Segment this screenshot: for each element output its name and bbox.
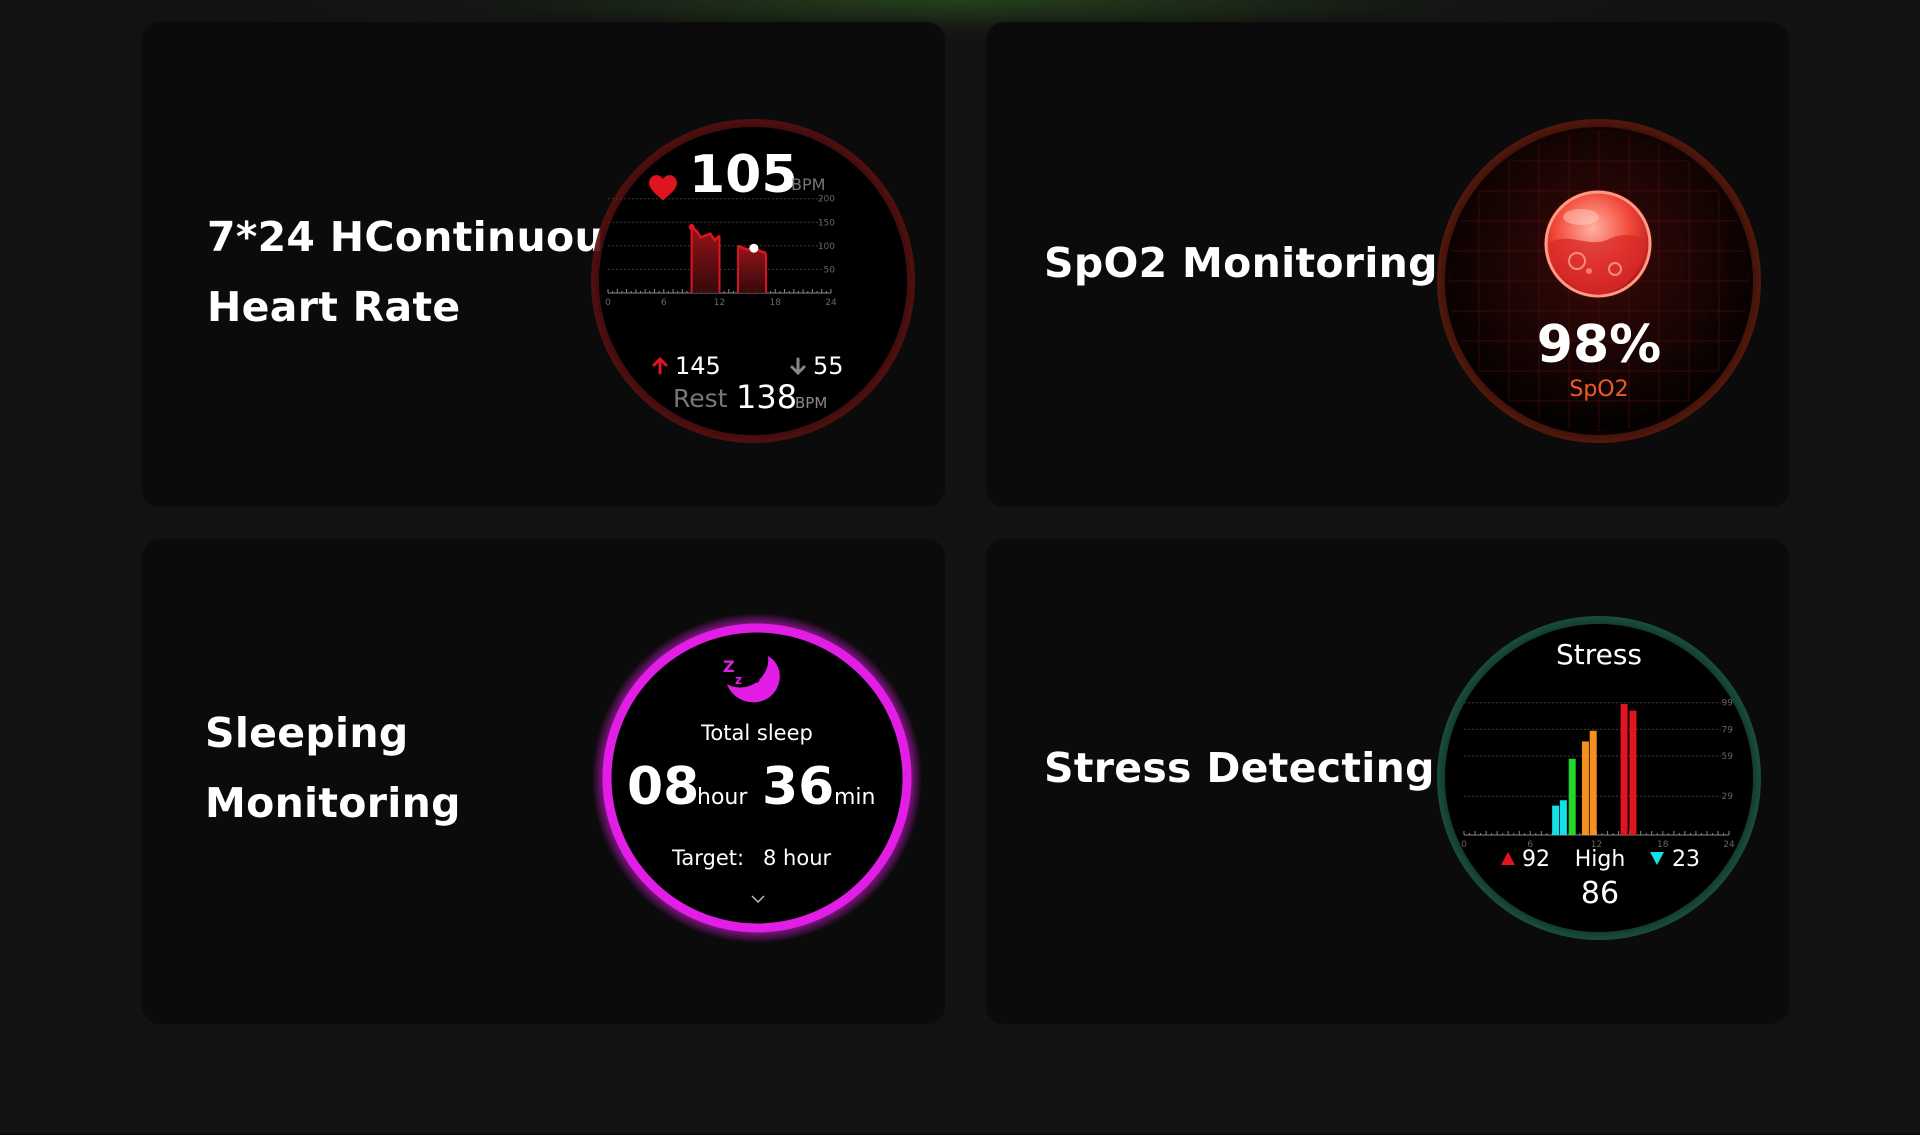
heart-rate-line [690,226,721,243]
y-tick-label: 50 [824,265,836,275]
x-tick-label: 6 [1527,840,1533,850]
heart-rate-area [738,245,766,293]
x-tick-label: 0 [605,298,611,308]
arrow-down-icon [790,357,806,376]
stress-heading: Stress [1556,638,1642,671]
sleep-title-line1: Sleeping [205,709,409,757]
heart-rate-title-line2: Heart Rate [207,283,461,331]
heart-rate-area [691,227,720,293]
sleep-hours-unit: hour [697,785,748,810]
y-tick-label: 99 [1722,699,1734,709]
sleep-target-label: Target: [671,846,744,870]
stress-max-value: 92 [1522,847,1550,872]
arrow-up-icon [652,356,668,375]
heart-rate-chart: 50 100 150 200 0 6 12 18 24 [605,195,837,308]
spo2-value: 98% [1537,315,1661,375]
sleep-title: Sleeping Monitoring [205,698,461,838]
triangle-down-icon [1650,852,1664,865]
stress-card: Stress Detecting Stress 29 59 79 99 0 6 12 18 24… [986,539,1789,1024]
stress-bar [1568,758,1576,835]
rest-value: 138 [736,378,797,416]
heart-icon [649,175,677,201]
y-tick-label: 59 [1722,752,1734,762]
heart-rate-value: 105 [689,145,798,205]
moon-sleep-icon: Z z [723,656,780,703]
watch-face [607,628,907,928]
heart-rate-card: 7*24 HContinuous Heart Rate 105 BPM 50 [142,22,945,507]
sleep-title-line2: Monitoring [205,779,461,827]
x-tick-label: 12 [1591,840,1602,850]
max-marker [688,224,695,230]
stress-title-text: Stress Detecting [1044,744,1435,792]
y-tick-label: 100 [818,242,835,252]
rest-unit: BPM [795,394,827,412]
rest-label: Rest [673,384,728,413]
y-tick-label: 79 [1722,725,1734,735]
blood-drop-icon [1543,189,1653,299]
y-tick-label: 200 [818,195,835,205]
stress-title: Stress Detecting [1044,733,1435,803]
chevron-down-icon[interactable] [751,895,765,904]
stress-bar [1589,730,1597,835]
sleep-watch: Z z Total sleep 08 hour 36 min Target: 8… [592,613,922,943]
stress-bar [1552,805,1560,835]
heart-rate-title: 7*24 HContinuous Heart Rate [207,202,629,342]
triangle-up-icon [1501,852,1515,865]
x-tick-label: 24 [1723,840,1735,850]
spo2-label: SpO2 [1569,377,1628,402]
stress-min-value: 23 [1672,847,1700,872]
x-tick-label: 24 [825,298,837,308]
x-tick-label: 18 [770,298,782,308]
stress-bar [1620,704,1628,835]
spo2-title-text: SpO2 Monitoring [1044,239,1438,287]
svg-text:z: z [735,673,742,687]
stress-bar [1559,800,1567,835]
spo2-title: SpO2 Monitoring [1044,228,1438,298]
stress-bar [1581,741,1589,835]
watch-face [1445,624,1753,932]
heart-rate-unit: BPM [791,175,825,194]
sleep-minutes-value: 36 [762,757,834,817]
y-tick-label: 29 [1722,792,1734,802]
stress-chart: 29 59 79 99 0 6 12 18 24 [1461,699,1735,850]
page-bottom-edge [0,1133,1920,1135]
x-tick-label: 12 [714,298,725,308]
x-tick-label: 6 [661,298,667,308]
svg-text:Z: Z [723,657,735,676]
stress-watch: Stress 29 59 79 99 0 6 12 18 24 92 High 23 86 [1437,616,1761,940]
stress-current-value: 86 [1581,876,1619,911]
max-heart-rate: 145 [675,352,721,380]
x-tick-label: 18 [1657,840,1669,850]
spo2-watch: 98% SpO2 [1437,119,1761,443]
stress-level: High [1575,847,1626,872]
total-sleep-label: Total sleep [700,721,813,745]
spo2-card: SpO2 Monitoring [986,22,1789,507]
y-tick-label: 150 [818,218,835,228]
x-tick-label: 0 [1461,840,1467,850]
heart-rate-watch: 105 BPM 50 100 150 200 0 6 12 18 24 145 55 Rest … [591,119,915,443]
sleep-hours-value: 08 [627,757,699,817]
sleep-target-value: 8 hour [763,846,832,870]
current-marker [749,243,759,253]
stress-bar [1629,710,1637,835]
heart-rate-title-line1: 7*24 HContinuous [207,213,629,261]
sleep-card: Sleeping Monitoring Z z Total sleep 08 [142,539,945,1024]
sleep-minutes-unit: min [834,785,876,810]
min-heart-rate: 55 [813,352,844,380]
sleep-progress-ring [602,623,912,933]
